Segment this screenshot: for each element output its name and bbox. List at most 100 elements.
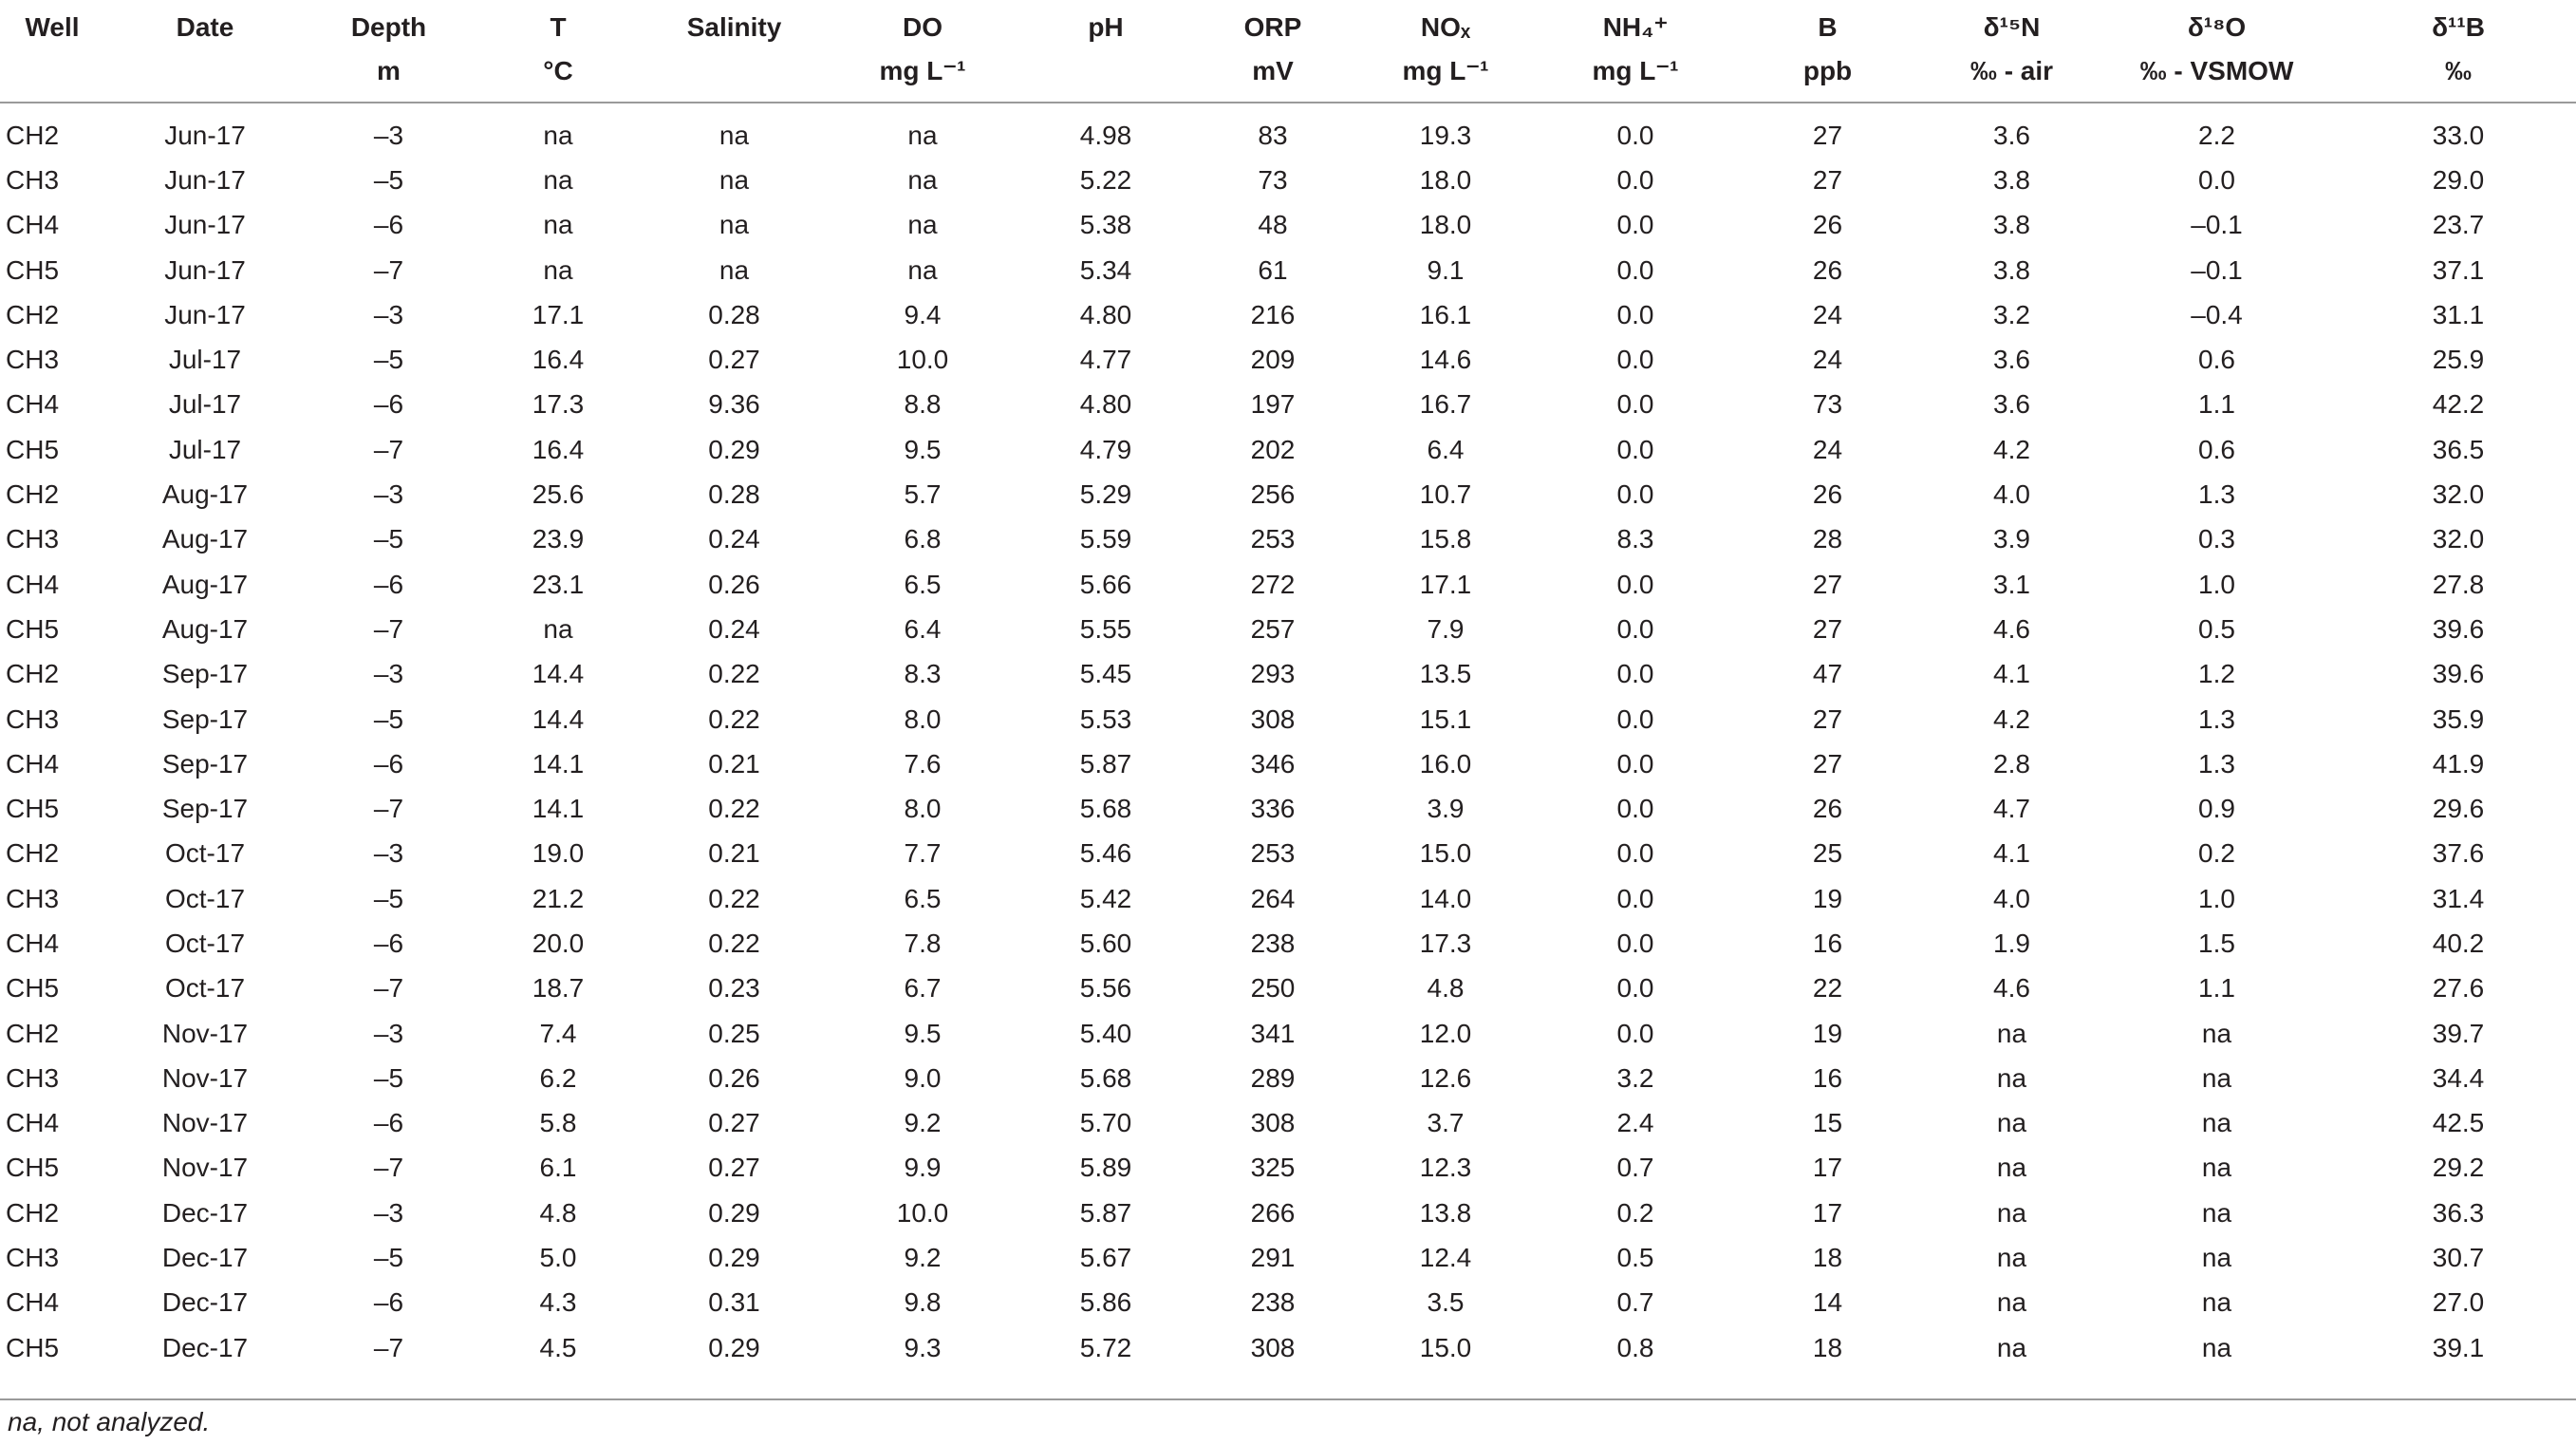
table-cell: Aug-17	[161, 613, 249, 644]
table-cell: 336	[1250, 794, 1296, 824]
table-cell: 34.4	[2432, 1062, 2485, 1093]
table-cell: CH3	[6, 1062, 60, 1093]
table-cell: 0.0	[1616, 794, 1654, 824]
table-cell: Jul-17	[168, 389, 242, 420]
table-cell: 4.0	[1993, 883, 2030, 913]
table-cell: 23.1	[532, 569, 585, 599]
table-cell: 15.0	[1419, 838, 1472, 869]
table-cell: 0.0	[1616, 704, 1654, 734]
table-cell: na	[719, 164, 750, 195]
table-cell: 16	[1812, 1062, 1843, 1093]
table-cell: na	[1996, 1108, 2027, 1138]
table-cell: CH4	[6, 210, 60, 240]
column-header-unit: °C	[543, 56, 573, 85]
table-cell: 209	[1250, 345, 1296, 375]
table-cell: –6	[373, 569, 404, 599]
table-cell: na	[2201, 1153, 2232, 1183]
table-cell: 308	[1250, 1332, 1296, 1362]
table-cell: 0.25	[708, 1018, 760, 1048]
table-cell: CH2	[6, 120, 60, 150]
table-cell: 0.9	[2198, 794, 2235, 824]
table-row: CH2 Jun-17 –3 17.1 0.28 9.4 4.80 216 16.1 0.0 24 3.…	[0, 292, 2576, 337]
table-cell: 2.2	[2198, 120, 2235, 150]
column-header: NOₓ mg L⁻¹	[1355, 4, 1536, 103]
table-cell: 1.3	[2198, 479, 2235, 510]
table-cell: 41.9	[2432, 748, 2485, 779]
table-cell: 3.2	[1616, 1062, 1654, 1093]
table-cell: –7	[373, 1153, 404, 1183]
table-cell: 0.0	[1616, 1018, 1654, 1048]
table-cell: 5.59	[1079, 524, 1132, 554]
column-header: Salinity	[644, 4, 824, 103]
table-cell: 39.1	[2432, 1332, 2485, 1362]
table-cell: 5.56	[1079, 973, 1132, 1004]
table-cell: 0.0	[1616, 254, 1654, 285]
table-cell: 202	[1250, 434, 1296, 464]
table-cell: CH4	[6, 1108, 60, 1138]
table-cell: 253	[1250, 524, 1296, 554]
table-cell: 27	[1812, 569, 1843, 599]
table-cell: 5.38	[1079, 210, 1132, 240]
table-cell: na	[1996, 1018, 2027, 1048]
table-cell: –6	[373, 928, 404, 958]
table-cell: 7.6	[904, 748, 942, 779]
table-cell: –7	[373, 613, 404, 644]
table-cell: –0.4	[2191, 299, 2243, 329]
table-row: CH3 Sep-17 –5 14.4 0.22 8.0 5.53 308 15.1 0.0 27 4.…	[0, 697, 2576, 741]
table-cell: 1.3	[2198, 748, 2235, 779]
table-row: CH5 Dec-17 –7 4.5 0.29 9.3 5.72 308 15.0 0.8 18 na n…	[0, 1325, 2576, 1376]
table-cell: 8.3	[1616, 524, 1654, 554]
column-header-title: Salinity	[686, 12, 782, 42]
bottom-rule	[0, 1398, 2576, 1400]
table-cell: 0.3	[2198, 524, 2235, 554]
table-cell: na	[1996, 1153, 2027, 1183]
table-cell: 0.0	[1616, 210, 1654, 240]
table-cell: 26	[1812, 479, 1843, 510]
table-cell: na	[1996, 1332, 2027, 1362]
table-cell: –5	[373, 345, 404, 375]
column-header-title: ORP	[1243, 12, 1302, 42]
table-cell: 264	[1250, 883, 1296, 913]
table-cell: 8.0	[904, 794, 942, 824]
table-cell: 9.4	[904, 299, 942, 329]
table-cell: –7	[373, 434, 404, 464]
column-header-unit	[0, 49, 104, 93]
table-cell: 6.5	[904, 569, 942, 599]
table-cell: na	[907, 164, 938, 195]
table-cell: 14.1	[532, 794, 585, 824]
table-cell: 4.80	[1079, 389, 1132, 420]
table-cell: CH2	[6, 1197, 60, 1228]
table-cell: CH4	[6, 748, 60, 779]
table-cell: CH4	[6, 928, 60, 958]
table-cell: 26	[1812, 210, 1843, 240]
table-cell: 17.3	[1419, 928, 1472, 958]
table-cell: 16.0	[1419, 748, 1472, 779]
table-cell: 39.6	[2432, 613, 2485, 644]
table-row: CH5 Jun-17 –7 na na na 5.34 61 9.1 0.0 26 3.8 –0.1 37…	[0, 248, 2576, 292]
table-cell: 16	[1812, 928, 1843, 958]
table-cell: 5.89	[1079, 1153, 1132, 1183]
table-cell: 16.4	[532, 434, 585, 464]
table-cell: Dec-17	[161, 1197, 249, 1228]
table-cell: –3	[373, 1197, 404, 1228]
column-header-title: NOₓ	[1420, 12, 1471, 42]
table-cell: –6	[373, 748, 404, 779]
table-cell: na	[543, 613, 573, 644]
table-cell: 25	[1812, 838, 1843, 869]
table-cell: 5.72	[1079, 1332, 1132, 1362]
table-cell: 0.0	[1616, 613, 1654, 644]
table-cell: –5	[373, 524, 404, 554]
table-cell: 346	[1250, 748, 1296, 779]
table-cell: 289	[1250, 1062, 1296, 1093]
table-cell: Dec-17	[161, 1243, 249, 1273]
table-cell: CH5	[6, 794, 60, 824]
table-footnote: na, not analyzed.	[8, 1407, 211, 1436]
table-cell: CH4	[6, 1287, 60, 1318]
table-cell: 14.6	[1419, 345, 1472, 375]
table-cell: 4.77	[1079, 345, 1132, 375]
table-cell: 18	[1812, 1243, 1843, 1273]
table-cell: 4.1	[1993, 659, 2030, 689]
table-cell: 19.0	[532, 838, 585, 869]
table-cell: 61	[1258, 254, 1288, 285]
table-cell: 3.9	[1993, 524, 2030, 554]
